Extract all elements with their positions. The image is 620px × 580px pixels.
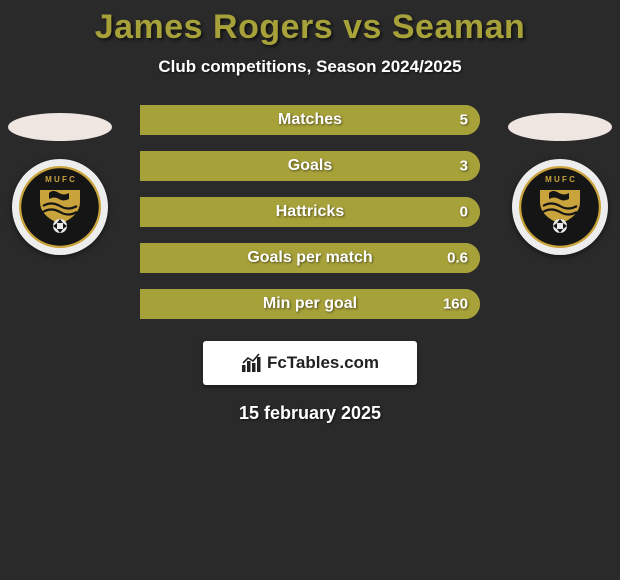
date-text: 15 february 2025: [0, 403, 620, 424]
stat-value-right: 5: [460, 112, 468, 129]
chart-icon: [241, 353, 263, 373]
stat-row: Matches 5: [140, 105, 480, 135]
stat-label: Hattricks: [276, 203, 344, 221]
player-left-badge: M U F C: [12, 159, 108, 255]
svg-text:M U F C: M U F C: [45, 175, 75, 184]
stat-row: Goals 3: [140, 151, 480, 181]
stat-label: Matches: [278, 111, 342, 129]
stat-value-right: 3: [460, 158, 468, 175]
stats-list: Matches 5 Goals 3 Hattricks 0 Goals per match 0…: [140, 105, 480, 319]
page-title: James Rogers vs Seaman: [0, 8, 620, 47]
branding-text: FcTables.com: [267, 353, 379, 373]
stat-row: Goals per match 0.6: [140, 243, 480, 273]
comparison-card: James Rogers vs Seaman Club competitions…: [0, 0, 620, 424]
comparison-body: M U F C M U: [0, 105, 620, 319]
svg-text:M U F C: M U F C: [545, 175, 575, 184]
stat-label: Goals: [288, 157, 332, 175]
player-left-column: M U F C: [0, 105, 120, 255]
stat-value-right: 0.6: [447, 250, 468, 267]
player-right-column: M U F C: [500, 105, 620, 255]
club-crest-left: M U F C: [19, 166, 101, 248]
player-left-ellipse: [8, 113, 112, 141]
club-crest-right: M U F C: [519, 166, 601, 248]
player-right-ellipse: [508, 113, 612, 141]
crest-icon: M U F C: [519, 166, 601, 248]
player-right-badge: M U F C: [512, 159, 608, 255]
branding-badge: FcTables.com: [203, 341, 417, 385]
stat-row: Min per goal 160: [140, 289, 480, 319]
crest-icon: M U F C: [19, 166, 101, 248]
stat-row: Hattricks 0: [140, 197, 480, 227]
stat-label: Goals per match: [247, 249, 372, 267]
stat-value-right: 0: [460, 204, 468, 221]
stat-label: Min per goal: [263, 295, 357, 313]
stat-value-right: 160: [443, 296, 468, 313]
subtitle: Club competitions, Season 2024/2025: [0, 57, 620, 77]
